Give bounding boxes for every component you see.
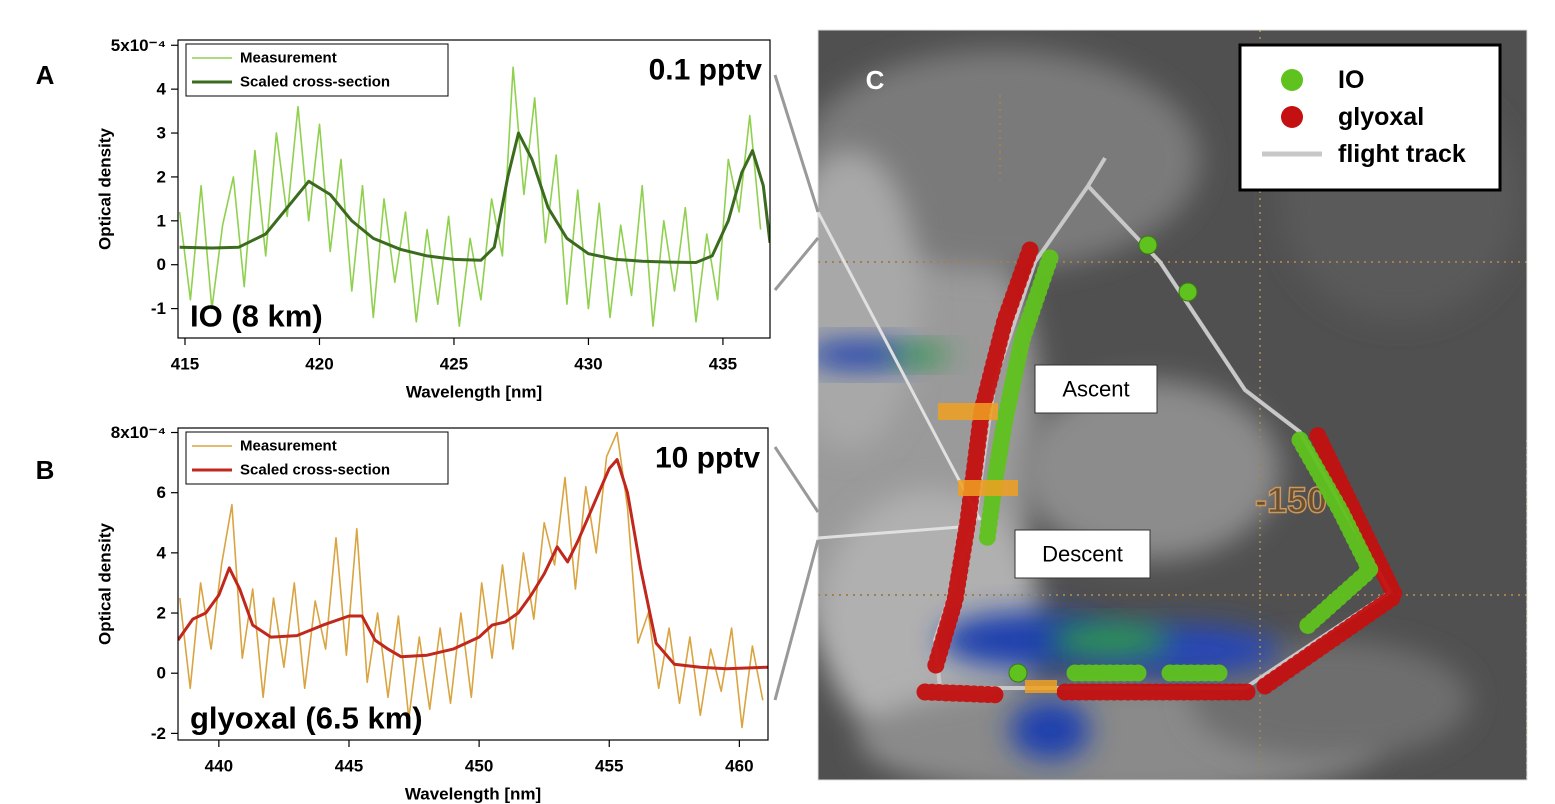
- data-line: [178, 460, 768, 669]
- y-tick-label: 0: [157, 255, 166, 274]
- y-tick-label: 5x10⁻⁴: [111, 36, 166, 55]
- map-label: Descent: [1042, 542, 1123, 567]
- y-tick-label: 2: [157, 167, 166, 186]
- legend-label: Measurement: [240, 438, 337, 455]
- legend-marker: [1281, 69, 1303, 91]
- annotation: glyoxal (6.5 km): [190, 701, 423, 736]
- x-tick-label: 435: [709, 355, 737, 374]
- legend-marker: [1281, 106, 1303, 128]
- x-axis-title: Wavelength [nm]: [405, 785, 541, 804]
- y-tick-label: 3: [157, 124, 166, 143]
- legend-label: Measurement: [240, 50, 337, 67]
- zoom-line: [775, 75, 818, 212]
- legend-label: Scaled cross-section: [240, 74, 390, 91]
- panel-letter: C: [866, 65, 885, 95]
- cloud-green: [1050, 624, 1170, 656]
- y-tick-label: 0: [157, 664, 166, 683]
- y-axis-title: Optical density: [96, 523, 115, 645]
- x-tick-label: 430: [574, 355, 602, 374]
- data-line: [180, 67, 761, 326]
- x-tick-label: 450: [465, 757, 493, 776]
- contour-label: -150: [1255, 480, 1327, 521]
- y-tick-label: 4: [157, 80, 167, 99]
- annotation: 10 pptv: [655, 442, 760, 475]
- y-axis-title: Optical density: [96, 128, 115, 250]
- x-tick-label: 440: [205, 757, 233, 776]
- panel-letter: B: [36, 455, 55, 485]
- annotation: IO (8 km): [190, 299, 323, 334]
- io-point: [1009, 664, 1027, 682]
- legend-label: flight track: [1338, 140, 1466, 168]
- segment-marker: [958, 480, 1018, 496]
- panel-letter: A: [36, 60, 55, 90]
- cloud-blue: [1010, 700, 1090, 760]
- x-tick-label: 415: [171, 355, 199, 374]
- segment-marker: [1025, 680, 1057, 693]
- map: -150 Ascent Descent C IO glyoxal flight track: [760, 30, 1527, 800]
- y-tick-label: 1: [157, 211, 166, 230]
- x-tick-label: 455: [595, 757, 623, 776]
- cloud-green: [890, 345, 950, 365]
- y-tick-label: 4: [157, 543, 167, 562]
- y-tick-label: -2: [151, 724, 166, 743]
- legend-label: Scaled cross-section: [240, 462, 390, 479]
- x-tick-label: 460: [725, 757, 753, 776]
- y-tick-label: 2: [157, 604, 166, 623]
- y-tick-label: 8x10⁻⁴: [111, 423, 166, 442]
- glyoxal-points: [925, 692, 1000, 695]
- plot-area: [180, 67, 770, 326]
- y-tick-label: -1: [151, 299, 166, 318]
- cloud-patch: [780, 150, 920, 450]
- legend-label: glyoxal: [1338, 103, 1424, 131]
- annotation: 0.1 pptv: [649, 54, 763, 87]
- io-point: [1179, 283, 1197, 301]
- legend-label: IO: [1338, 66, 1364, 94]
- zoom-line: [775, 540, 818, 700]
- zoom-line: [775, 447, 818, 512]
- x-tick-label: 420: [305, 355, 333, 374]
- x-tick-label: 425: [440, 355, 468, 374]
- y-tick-label: 6: [157, 483, 166, 502]
- figure: -150 Ascent Descent C IO glyoxal flight track A…: [0, 0, 1555, 804]
- zoom-line: [775, 238, 818, 290]
- map-label: Ascent: [1062, 377, 1129, 402]
- x-axis-title: Wavelength [nm]: [406, 383, 542, 402]
- io-point: [1139, 236, 1157, 254]
- x-tick-label: 445: [335, 757, 363, 776]
- segment-marker: [938, 403, 998, 420]
